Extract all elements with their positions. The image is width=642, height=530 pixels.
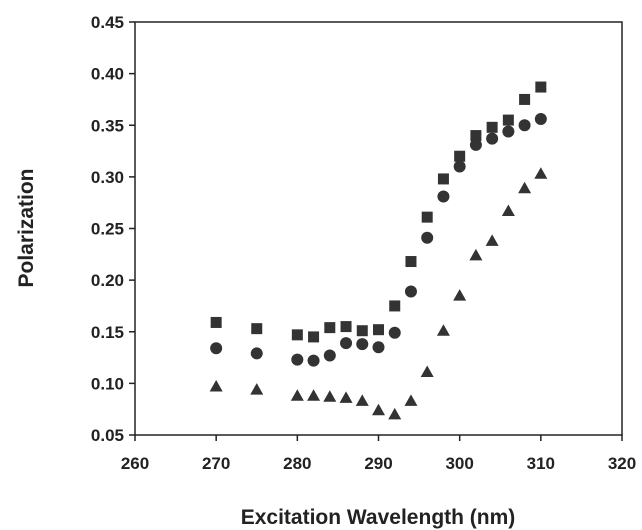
data-point-square <box>356 325 368 337</box>
data-point-square <box>251 323 263 335</box>
data-point-circle <box>518 119 531 132</box>
data-point-square <box>470 130 482 142</box>
y-tick-label: 0.15 <box>91 323 124 342</box>
data-point-circle <box>404 285 417 298</box>
y-tick-label: 0.40 <box>91 65 124 84</box>
data-point-triangle <box>250 383 264 395</box>
y-tick-label: 0.10 <box>91 374 124 393</box>
y-axis: 0.05 0.10 0.15 0.20 0.25 0.30 0.35 0.40 0.45 <box>91 13 135 445</box>
data-point-triangle <box>534 167 548 179</box>
data-point-square <box>454 150 466 162</box>
data-point-square <box>437 173 449 185</box>
data-point-square <box>405 256 417 268</box>
data-point-square <box>210 316 222 328</box>
data-point-square <box>389 300 401 312</box>
data-point-circle <box>453 160 466 173</box>
data-point-square <box>535 81 547 93</box>
y-tick-label: 0.45 <box>91 13 124 32</box>
data-point-triangle <box>323 390 337 402</box>
data-point-triangle <box>453 289 467 301</box>
data-point-square <box>373 324 384 336</box>
x-axis-title: Excitation Wavelength (nm) <box>241 506 516 529</box>
x-tick-label: 320 <box>608 454 636 473</box>
data-point-circle <box>291 353 304 366</box>
data-point-square <box>502 114 514 126</box>
data-point-circle <box>340 337 353 350</box>
x-tick-label: 290 <box>364 454 392 473</box>
data-point-circle <box>307 354 320 367</box>
data-point-circle <box>437 190 450 203</box>
data-point-triangle <box>420 365 434 378</box>
data-point-circle <box>502 125 515 138</box>
data-point-triangle <box>404 394 418 406</box>
data-point-triangle <box>355 394 369 406</box>
data-point-triangle <box>307 389 321 401</box>
data-point-circle <box>534 113 547 126</box>
data-point-square <box>421 211 433 223</box>
data-point-square <box>308 331 320 343</box>
data-point-triangle <box>469 248 483 261</box>
x-tick-label: 260 <box>121 454 149 473</box>
x-tick-label: 270 <box>202 454 230 473</box>
y-tick-label: 0.30 <box>91 168 124 187</box>
x-tick-label: 280 <box>283 454 311 473</box>
data-point-square <box>519 93 531 105</box>
data-point-triangle <box>209 379 223 392</box>
data-point-square <box>486 121 498 133</box>
data-point-circle <box>421 231 434 244</box>
data-point-circle <box>388 326 401 339</box>
data-point-triangle <box>485 234 499 246</box>
y-tick-label: 0.20 <box>91 271 124 290</box>
data-point-circle <box>250 347 263 360</box>
data-markers <box>209 81 548 420</box>
data-point-circle <box>372 341 385 354</box>
data-point-circle <box>486 132 499 145</box>
y-tick-label: 0.35 <box>91 116 124 135</box>
x-tick-label: 300 <box>445 454 473 473</box>
plot-area-frame <box>134 21 623 436</box>
y-tick-label: 0.05 <box>91 426 124 445</box>
data-point-circle <box>469 138 482 151</box>
data-point-triangle <box>518 181 532 194</box>
data-point-triangle <box>501 204 515 216</box>
x-axis: 260 270 280 290 300 310 320 <box>121 435 636 473</box>
data-point-circle <box>356 338 369 351</box>
data-point-triangle <box>339 391 353 403</box>
y-tick-label: 0.25 <box>91 220 124 239</box>
data-point-circle <box>210 342 223 355</box>
data-point-triangle <box>290 389 304 401</box>
data-point-circle <box>323 349 336 362</box>
data-point-triangle <box>388 407 402 420</box>
data-point-triangle <box>372 403 385 416</box>
data-point-square <box>291 329 303 341</box>
y-axis-title: Polarization <box>15 168 38 287</box>
data-point-square <box>340 321 352 333</box>
data-point-square <box>324 322 336 334</box>
data-point-triangle <box>436 324 450 336</box>
x-tick-label: 310 <box>527 454 555 473</box>
